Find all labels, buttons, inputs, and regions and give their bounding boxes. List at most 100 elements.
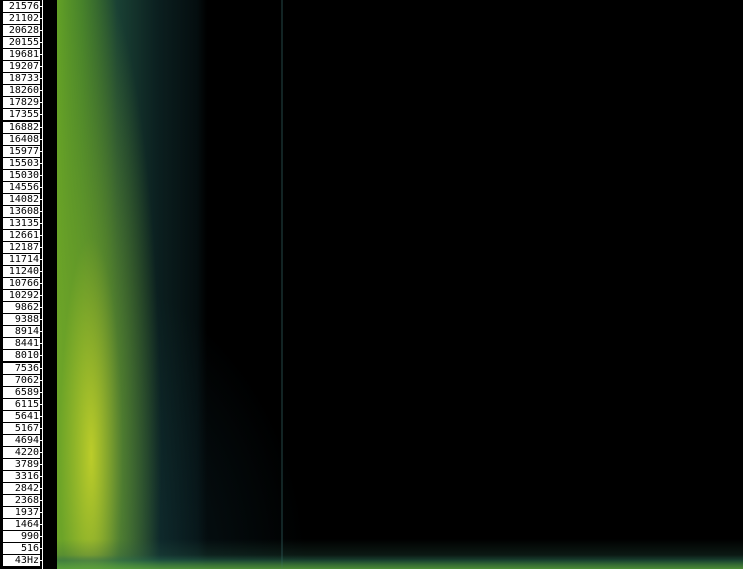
frequency-tick-label: 8010 — [3, 350, 40, 361]
frequency-tick-mark — [40, 42, 42, 43]
frequency-tick-label: 6589 — [3, 387, 40, 398]
frequency-tick-label: 14082 — [3, 194, 40, 205]
frequency-tick-label: 2368 — [3, 495, 40, 506]
frequency-tick-label: 15503 — [3, 158, 40, 169]
frequency-tick-mark — [40, 380, 42, 381]
frequency-tick-mark — [40, 295, 42, 296]
frequency-tick-mark — [40, 283, 42, 284]
frequency-tick-label: 14556 — [3, 182, 40, 193]
frequency-tick-label: 21102 — [3, 13, 40, 24]
frequency-tick-mark — [40, 331, 42, 332]
frequency-tick-label: 5167 — [3, 423, 40, 434]
frequency-tick-label: 7536 — [3, 363, 40, 374]
frequency-tick-mark — [40, 90, 42, 91]
frequency-tick-mark — [40, 452, 42, 453]
frequency-tick-label: 3789 — [3, 459, 40, 470]
frequency-tick-label: 8914 — [3, 326, 40, 337]
frequency-tick-label: 20155 — [3, 37, 40, 48]
frequency-tick-mark — [40, 78, 42, 79]
frequency-tick-mark — [40, 30, 42, 31]
axis-line — [42, 0, 43, 569]
frequency-tick-label: 19207 — [3, 61, 40, 72]
frequency-tick-label: 18260 — [3, 85, 40, 96]
frequency-tick-mark — [40, 54, 42, 55]
frequency-tick-mark — [40, 319, 42, 320]
frequency-tick-label: 16408 — [3, 134, 40, 145]
frequency-tick-label: 13135 — [3, 218, 40, 229]
frequency-tick-mark — [40, 211, 42, 212]
frequency-tick-label: 1937 — [3, 507, 40, 518]
frequency-tick-label: 2842 — [3, 483, 40, 494]
frequency-tick-label: 43Hz — [3, 555, 40, 566]
frequency-tick-label: 12187 — [3, 242, 40, 253]
frequency-tick-mark — [40, 536, 42, 537]
frequency-tick-label: 10766 — [3, 278, 40, 289]
frequency-tick-label: 16882 — [3, 122, 40, 133]
frequency-tick-mark — [40, 175, 42, 176]
spectrogram-canvas[interactable] — [57, 0, 743, 569]
frequency-tick-label: 9862 — [3, 302, 40, 313]
frequency-tick-label: 4220 — [3, 447, 40, 458]
frequency-tick-mark — [40, 464, 42, 465]
frequency-tick-label: 18733 — [3, 73, 40, 84]
frequency-tick-label: 8441 — [3, 338, 40, 349]
frequency-tick-mark — [40, 548, 42, 549]
frequency-tick-label: 1464 — [3, 519, 40, 530]
frequency-axis: 21576 21102 20628 20155 19681 19207 18733 18260… — [0, 0, 57, 569]
frequency-tick-mark — [40, 307, 42, 308]
frequency-tick-mark — [40, 139, 42, 140]
frequency-tick-mark — [40, 66, 42, 67]
frequency-tick-mark — [40, 343, 42, 344]
frequency-tick-mark — [40, 235, 42, 236]
vertical-marker-line — [281, 0, 283, 569]
frequency-tick-label: 11240 — [3, 266, 40, 277]
frequency-tick-label: 4694 — [3, 435, 40, 446]
frequency-tick-label: 13608 — [3, 206, 40, 217]
frequency-tick-mark — [40, 428, 42, 429]
frequency-tick-mark — [40, 524, 42, 525]
frequency-tick-mark — [40, 560, 42, 561]
frequency-tick-mark — [40, 416, 42, 417]
frequency-tick-mark — [40, 102, 42, 103]
frequency-tick-mark — [40, 368, 42, 369]
frequency-tick-mark — [40, 488, 42, 489]
frequency-tick-label: 7062 — [3, 375, 40, 386]
frequency-tick-mark — [40, 247, 42, 248]
frequency-tick-label: 6115 — [3, 399, 40, 410]
frequency-tick-label: 5641 — [3, 411, 40, 422]
frequency-tick-label: 990 — [3, 531, 40, 542]
frequency-tick-label: 15030 — [3, 170, 40, 181]
frequency-tick-label: 17355 — [3, 109, 40, 120]
frequency-tick-label: 11714 — [3, 254, 40, 265]
frequency-tick-mark — [40, 355, 42, 356]
frequency-tick-label: 9388 — [3, 314, 40, 325]
frequency-tick-label: 3316 — [3, 471, 40, 482]
frequency-tick-mark — [40, 404, 42, 405]
frequency-tick-mark — [40, 476, 42, 477]
frequency-tick-mark — [40, 223, 42, 224]
frequency-tick-mark — [40, 6, 42, 7]
frequency-tick-mark — [40, 187, 42, 188]
frequency-tick-mark — [40, 500, 42, 501]
frequency-tick-mark — [40, 18, 42, 19]
frequency-tick-mark — [40, 114, 42, 115]
frequency-tick-label: 12661 — [3, 230, 40, 241]
frequency-tick-label: 15977 — [3, 146, 40, 157]
frequency-tick-label: 10292 — [3, 290, 40, 301]
frequency-tick-label: 17829 — [3, 97, 40, 108]
frequency-tick-mark — [40, 151, 42, 152]
frequency-tick-label: 20628 — [3, 25, 40, 36]
frequency-tick-mark — [40, 259, 42, 260]
frequency-tick-mark — [40, 512, 42, 513]
frequency-tick-mark — [40, 392, 42, 393]
frequency-tick-mark — [40, 163, 42, 164]
frequency-tick-label: 516 — [3, 543, 40, 554]
frequency-tick-mark — [40, 127, 42, 128]
frequency-tick-label: 21576 — [3, 1, 40, 12]
frequency-tick-mark — [40, 199, 42, 200]
low-frequency-band — [57, 555, 743, 569]
frequency-tick-label: 19681 — [3, 49, 40, 60]
frequency-tick-mark — [40, 440, 42, 441]
frequency-tick-mark — [40, 271, 42, 272]
